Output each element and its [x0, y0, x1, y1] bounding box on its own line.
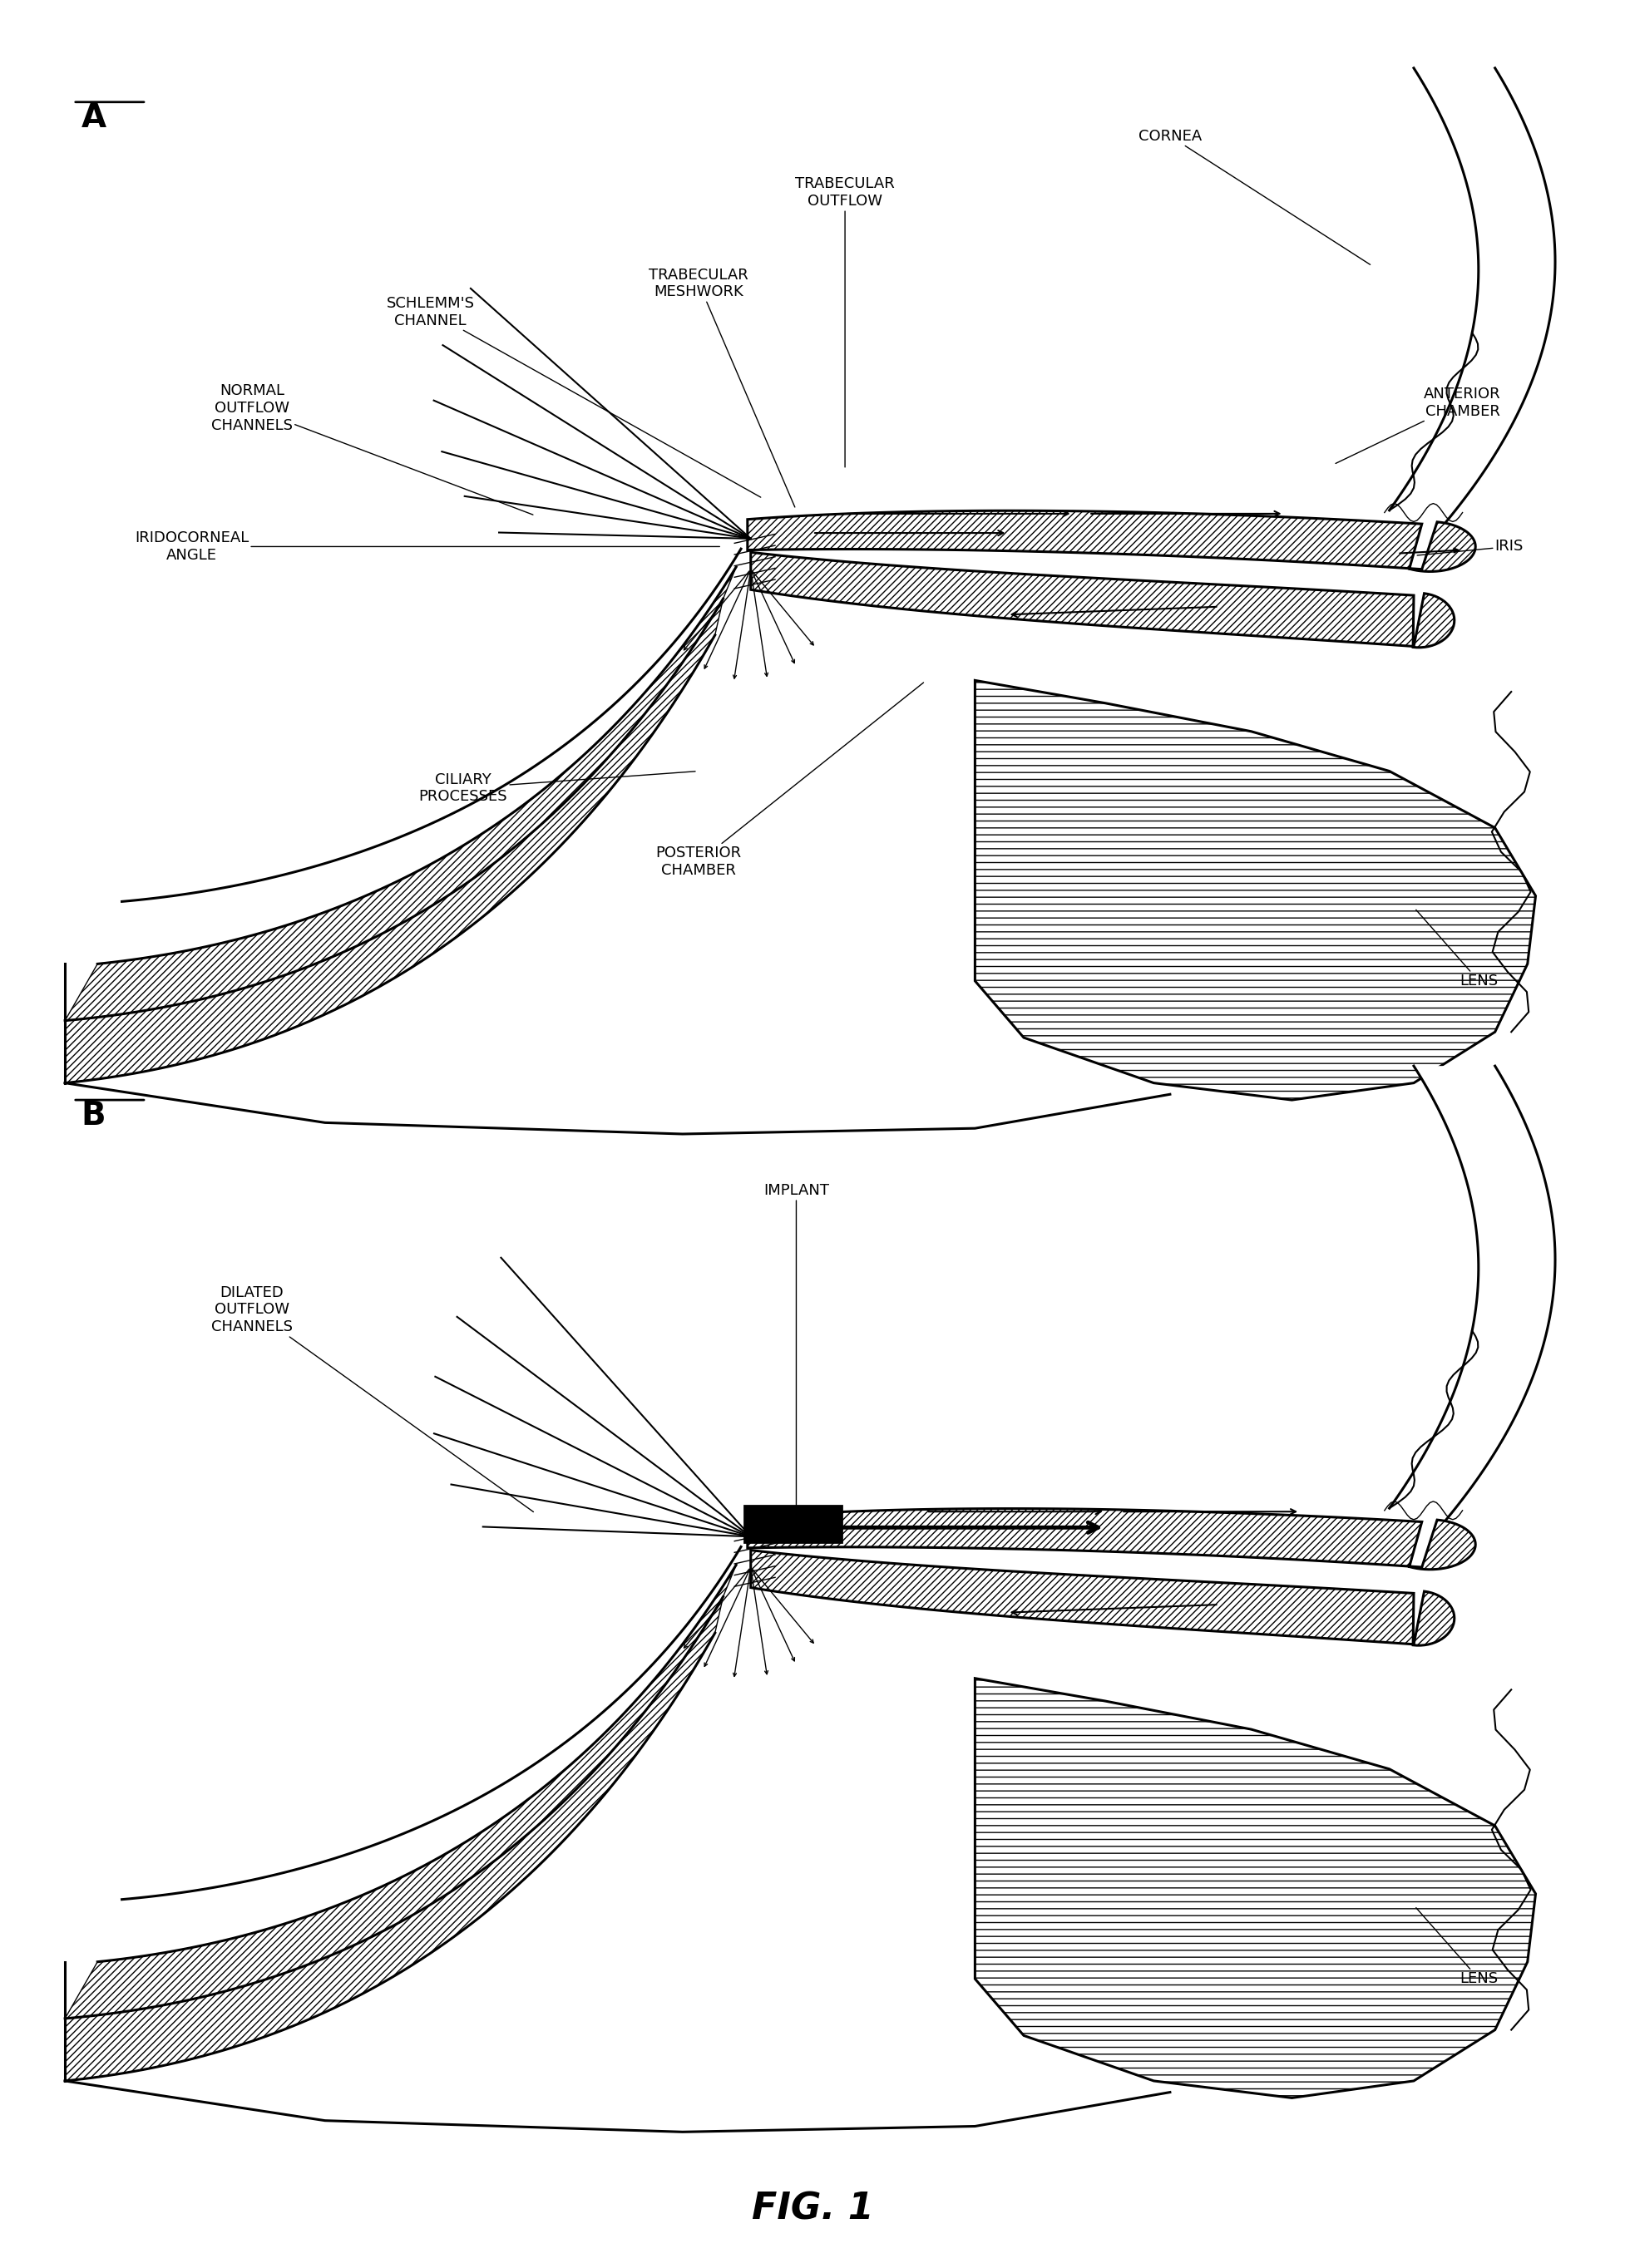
Text: CILIARY
PROCESSES: CILIARY PROCESSES	[419, 771, 695, 805]
Polygon shape	[751, 1551, 1454, 1644]
Text: TRABECULAR
MESHWORK: TRABECULAR MESHWORK	[648, 268, 795, 508]
Text: A: A	[81, 102, 106, 134]
Polygon shape	[1389, 68, 1555, 522]
Polygon shape	[65, 599, 723, 1084]
Polygon shape	[751, 553, 1454, 646]
Polygon shape	[1389, 1066, 1555, 1520]
Bar	[744, 1506, 842, 1542]
Text: TRABECULAR
OUTFLOW: TRABECULAR OUTFLOW	[795, 177, 895, 467]
Text: B: B	[81, 1100, 106, 1132]
Polygon shape	[975, 680, 1536, 1100]
Text: LENS: LENS	[1415, 909, 1498, 989]
Text: POSTERIOR
CHAMBER: POSTERIOR CHAMBER	[657, 683, 923, 878]
Polygon shape	[748, 510, 1476, 572]
Polygon shape	[975, 1678, 1536, 2098]
Text: IRIS: IRIS	[1417, 540, 1524, 556]
Text: NORMAL
OUTFLOW
CHANNELS: NORMAL OUTFLOW CHANNELS	[211, 383, 533, 515]
Text: CORNEA: CORNEA	[1138, 129, 1370, 265]
Text: DILATED
OUTFLOW
CHANNELS: DILATED OUTFLOW CHANNELS	[211, 1286, 533, 1513]
Text: ANTERIOR
CHAMBER: ANTERIOR CHAMBER	[1336, 386, 1502, 463]
Polygon shape	[65, 1565, 736, 2019]
Polygon shape	[748, 1508, 1476, 1569]
Polygon shape	[65, 567, 736, 1021]
Polygon shape	[65, 1597, 723, 2082]
Text: IMPLANT: IMPLANT	[764, 1184, 829, 1522]
Text: LENS: LENS	[1415, 1907, 1498, 1987]
Text: IRIDOCORNEAL
ANGLE: IRIDOCORNEAL ANGLE	[135, 531, 720, 562]
Text: FIG. 1: FIG. 1	[751, 2191, 874, 2227]
Text: SCHLEMM'S
CHANNEL: SCHLEMM'S CHANNEL	[387, 295, 760, 497]
